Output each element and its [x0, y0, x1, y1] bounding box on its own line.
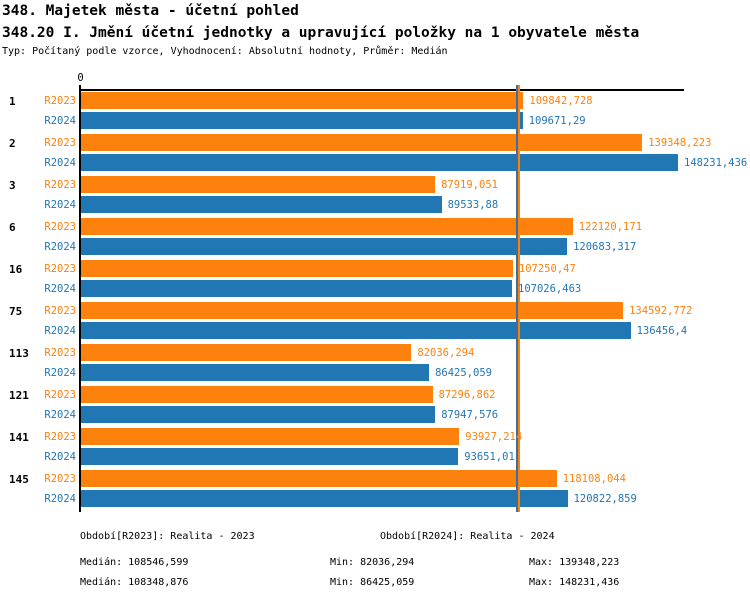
value-label-r2023: 109842,728 [529, 95, 593, 107]
stat-max-2024: Max: 148231,436 [529, 577, 620, 588]
bar-r2023 [81, 176, 436, 193]
bar-r2023 [81, 428, 460, 445]
series-label-r2024: R2024 [44, 409, 76, 421]
bar-r2023 [81, 386, 433, 403]
category-label: 6 [9, 221, 16, 234]
stat-median-2023: Medián: 108546,599 [80, 557, 189, 568]
value-label-r2024: 148231,436 [684, 157, 748, 169]
series-label-r2023: R2023 [44, 263, 76, 275]
value-label-r2023: 87919,051 [441, 179, 498, 191]
series-label-r2023: R2023 [44, 473, 76, 485]
bar-r2023 [81, 302, 624, 319]
x-axis-line [80, 89, 684, 91]
series-label-r2023: R2023 [44, 221, 76, 233]
category-label: 75 [9, 305, 23, 318]
value-label-r2024: 109671,29 [528, 115, 586, 127]
series-label-r2023: R2023 [44, 347, 76, 359]
stat-min-2023: Min: 82036,294 [330, 557, 415, 568]
stat-median-2024: Medián: 108348,876 [80, 577, 189, 588]
bar-r2024 [81, 238, 568, 255]
bar-r2023 [81, 260, 513, 277]
report-meta: Typ: Počítaný podle vzorce, Vyhodnocení:… [2, 46, 448, 57]
bar-r2023 [81, 92, 524, 109]
series-label-r2023: R2023 [44, 95, 76, 107]
category-label: 2 [9, 137, 16, 150]
value-label-r2024: 120683,317 [573, 241, 637, 253]
bar-r2024 [81, 196, 442, 213]
series-label-r2024: R2024 [44, 241, 76, 253]
value-label-r2023: 82036,294 [417, 347, 475, 359]
bar-r2024 [81, 406, 436, 423]
report-title: 348. Majetek města - účetní pohled [2, 3, 299, 19]
median-line-2024 [515, 85, 518, 512]
series-label-r2024: R2024 [44, 325, 76, 337]
series-label-r2023: R2023 [44, 389, 76, 401]
bar-r2024 [81, 154, 678, 171]
series-label-r2024: R2024 [44, 115, 76, 127]
bar-r2024 [81, 490, 568, 507]
value-label-r2024: 93651,01 [464, 451, 515, 463]
series-label-r2024: R2024 [44, 367, 76, 379]
x-axis-zero-label: 0 [77, 72, 84, 84]
series-label-r2023: R2023 [44, 305, 76, 317]
category-label: 141 [9, 431, 29, 444]
value-label-r2023: 87296,862 [438, 389, 496, 401]
value-label-r2024: 89533,88 [447, 199, 499, 211]
bar-r2024 [81, 112, 523, 129]
value-label-r2024: 107026,463 [518, 283, 582, 295]
category-label: 113 [9, 347, 29, 360]
value-label-r2023: 122120,171 [578, 221, 643, 233]
series-label-r2023: R2023 [44, 431, 76, 443]
value-label-r2023: 118108,044 [562, 473, 626, 485]
bar-r2024 [81, 322, 631, 339]
bar-r2023 [81, 218, 573, 235]
median-line-2023 [517, 85, 520, 512]
bar-r2024 [81, 448, 459, 465]
stat-min-2024: Min: 86425,059 [330, 577, 415, 588]
report-subtitle: 348.20 I. Jmění účetní jednotky a upravu… [2, 25, 640, 41]
bar-r2024 [81, 364, 430, 381]
series-label-r2023: R2023 [44, 179, 76, 191]
category-label: 121 [9, 389, 29, 402]
legend-item-2023: Období[R2023]: Realita - 2023 [80, 531, 255, 542]
value-label-r2023: 134592,772 [629, 305, 693, 317]
series-label-r2024: R2024 [44, 493, 76, 505]
value-label-r2023: 139348,223 [648, 137, 712, 149]
value-label-r2024: 120822,859 [573, 493, 637, 505]
series-label-r2024: R2024 [44, 451, 76, 463]
stat-max-2023: Max: 139348,223 [529, 557, 620, 568]
bar-r2024 [81, 280, 512, 297]
y-axis-line [79, 85, 81, 512]
series-label-r2024: R2024 [44, 157, 76, 169]
value-label-r2023: 93927,214 [465, 431, 523, 443]
category-label: 145 [9, 473, 29, 486]
series-label-r2024: R2024 [44, 199, 76, 211]
value-label-r2023: 107250,47 [518, 263, 576, 275]
bar-r2023 [81, 134, 643, 151]
legend-item-2024: Období[R2024]: Realita - 2024 [380, 531, 555, 542]
category-label: 3 [9, 179, 16, 192]
category-label: 1 [9, 95, 16, 108]
series-label-r2024: R2024 [44, 283, 76, 295]
value-label-r2024: 136456,4 [636, 325, 688, 337]
bar-r2023 [81, 344, 412, 361]
category-label: 16 [9, 263, 23, 276]
bar-r2023 [81, 470, 557, 487]
value-label-r2024: 87947,576 [441, 409, 499, 421]
series-label-r2023: R2023 [44, 137, 76, 149]
value-label-r2024: 86425,059 [435, 367, 492, 379]
